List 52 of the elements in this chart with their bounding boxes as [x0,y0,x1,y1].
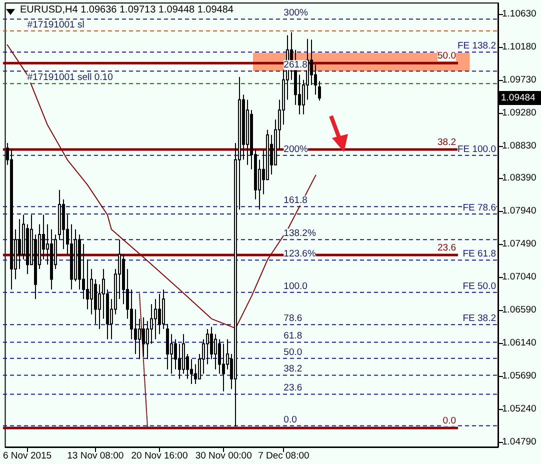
annotation: #17191001 sl [27,19,84,30]
y-tick-label: 1.08390 [502,172,536,184]
annotation: 23.6 [284,382,302,394]
annotation: #17191001 sell 0.10 [27,72,113,84]
annotation: 300% [284,8,309,19]
ref-line-label: FE 138.2 [457,40,496,52]
y-tick-label: 1.09280 [502,107,536,118]
annotation: 200% [284,144,309,155]
candlestick [318,80,321,102]
annotation: 161.8 [284,195,308,206]
candlestick [162,288,165,330]
candlestick [50,228,53,290]
x-tick-label: 30 Nov 00:00 [195,450,252,462]
y-tick-label: 1.08830 [502,140,536,152]
annotation: 38.2 [438,137,456,148]
y-tick-label: 1.05240 [502,403,536,414]
ref-line-label: FE 50.0 [462,280,496,292]
annotation: 138.2% [284,228,316,240]
y-tick-label: 1.10630 [502,8,536,20]
y-tick-label: 1.09730 [502,74,536,86]
annotation: 100.0 [284,280,308,292]
y-tick-label: 1.05690 [502,370,536,382]
annotation: 50.0 [438,50,456,62]
x-tick-label: 20 Nov 16:00 [131,450,188,462]
chart-title: EURUSD,H4 1.09636 1.09713 1.09448 1.09484 [20,4,234,16]
ref-line-label: FE 100.0 [457,144,496,155]
ref-line-label: FE 38.2 [462,313,496,324]
y-tick-label: 1.07040 [502,272,536,283]
annotation: 0.0 [284,414,297,426]
annotation: 78.6 [284,313,302,324]
annotation: 50.0 [284,346,302,358]
annotation: 61.8 [284,330,302,342]
annotation: 23.6 [438,242,456,254]
candlestick [222,343,225,392]
candlestick [142,316,145,358]
annotation: 123.6% [284,248,316,260]
y-tick-label: 1.10180 [502,41,536,52]
annotation: 38.2 [284,364,302,375]
annotation: 0.0 [442,415,456,426]
annotation: 261.8 [284,60,308,71]
y-tick-label: 1.04790 [502,436,536,448]
ref-line-label: FE 61.8 [462,248,496,260]
x-tick-label: 13 Nov 08:00 [67,450,124,462]
y-tick-label: 1.06590 [502,304,536,316]
y-tick-label: 1.06140 [502,337,536,348]
ref-line-label: FE 78.6 [462,202,496,214]
candlestick [166,323,169,370]
x-tick-label: 7 Dec 08:00 [258,450,310,462]
x-tick-label: 6 Nov 2015 [2,450,52,462]
y-tick-label: 1.07490 [502,238,536,250]
y-tick-label: 1.07940 [502,206,536,217]
annotation: 1.09484 [501,92,536,104]
